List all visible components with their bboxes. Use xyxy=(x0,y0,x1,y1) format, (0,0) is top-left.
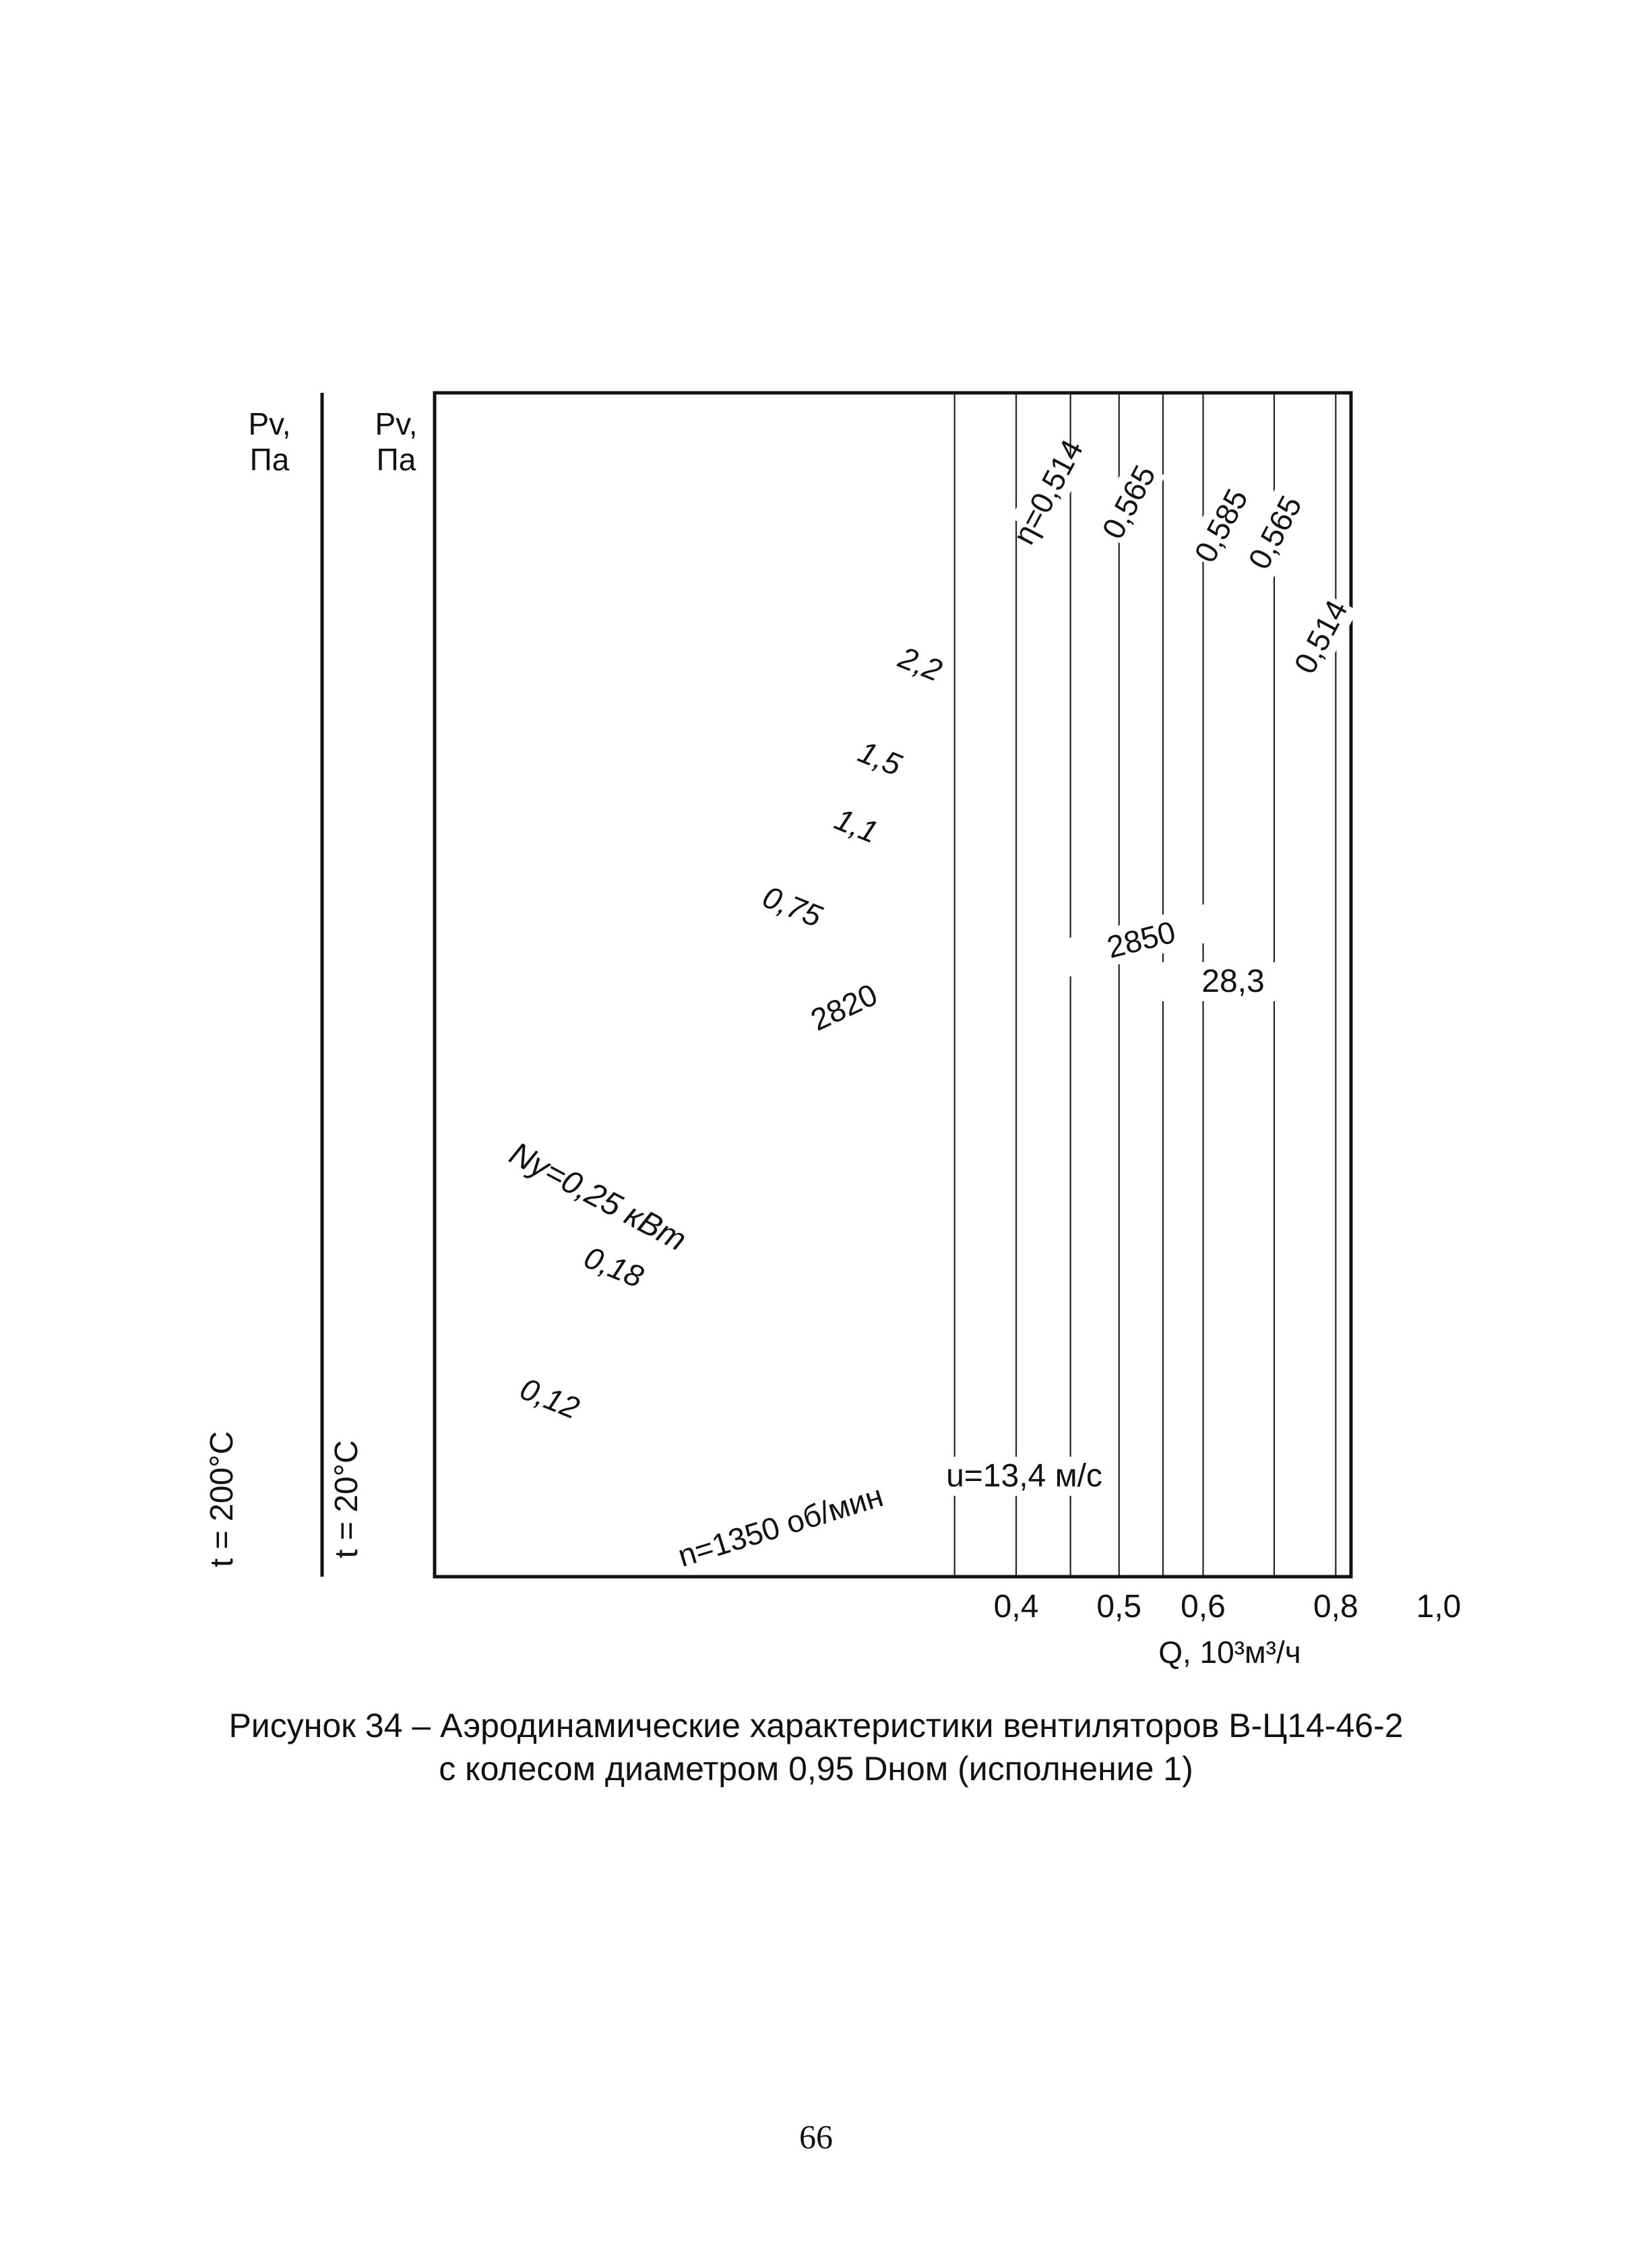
x-tick-label: 0,8 xyxy=(1313,1589,1358,1625)
speed-curve-label: 2820 xyxy=(805,976,883,1037)
y-unit-20-bottom: Па xyxy=(377,442,416,477)
x-tick-label: 0,5 xyxy=(1096,1589,1141,1625)
efficiency-label-bg xyxy=(1092,456,1166,548)
y-unit-200-top: Pv, xyxy=(248,406,290,441)
efficiency-label-bg xyxy=(1184,480,1258,571)
efficiency-label: 0,565 xyxy=(1095,460,1162,544)
x-axis-ticks: 0,40,50,60,81,02,02,5 xyxy=(994,1589,1462,1625)
x-axis-label: Q, 10³м³/ч xyxy=(1158,1635,1301,1670)
annotation-bg xyxy=(947,1457,1102,1496)
annotation-label: u=13,4 м/с xyxy=(946,1458,1102,1494)
speed-curve-label: 2850 xyxy=(1104,914,1179,965)
speed-label-bg xyxy=(756,953,932,1061)
speed-curve-label: n=1350 об/мин xyxy=(674,1478,887,1573)
efficiency-label-bg xyxy=(1238,486,1312,578)
condition-20c: t = 20°C xyxy=(329,1440,365,1558)
annotation-label: 28,3 xyxy=(1201,964,1264,999)
figure-caption-line2: с колесом диаметром 0,95 Dном (исполнени… xyxy=(439,1750,1193,1788)
speed-label-bg xyxy=(1051,900,1231,979)
power-curve-label: 0,75 xyxy=(758,879,827,934)
x-tick-label: 1,0 xyxy=(1416,1589,1462,1625)
efficiency-label: 0,514 xyxy=(1287,594,1354,679)
power-curve-label: 1,1 xyxy=(830,801,883,850)
annotation-bg xyxy=(1156,962,1311,1001)
efficiency-label-bg xyxy=(1284,591,1358,683)
power-curve-label: 2,2 xyxy=(893,639,947,689)
y-unit-200-bottom: Па xyxy=(250,442,290,477)
power-curve-label: 0,18 xyxy=(579,1239,649,1294)
figure-caption-line1: Рисунок 34 – Аэродинамические характерис… xyxy=(228,1707,1404,1744)
plot-frame xyxy=(433,391,1353,1579)
efficiency-label-bg xyxy=(1011,446,1085,538)
y-unit-20-top: Pv, xyxy=(375,406,417,441)
power-curve-label: Nу=0,25 кВт xyxy=(504,1135,692,1258)
speed-label-bg xyxy=(691,1482,870,1570)
x-tick-label: 0,4 xyxy=(994,1589,1039,1625)
condition-200c: t = 200°C xyxy=(204,1431,240,1567)
power-curve-label: 1,5 xyxy=(854,734,907,782)
page-number: 66 xyxy=(799,2118,833,2155)
power-curve-label: 0,12 xyxy=(515,1371,584,1426)
x-tick-label: 0,6 xyxy=(1181,1589,1226,1625)
